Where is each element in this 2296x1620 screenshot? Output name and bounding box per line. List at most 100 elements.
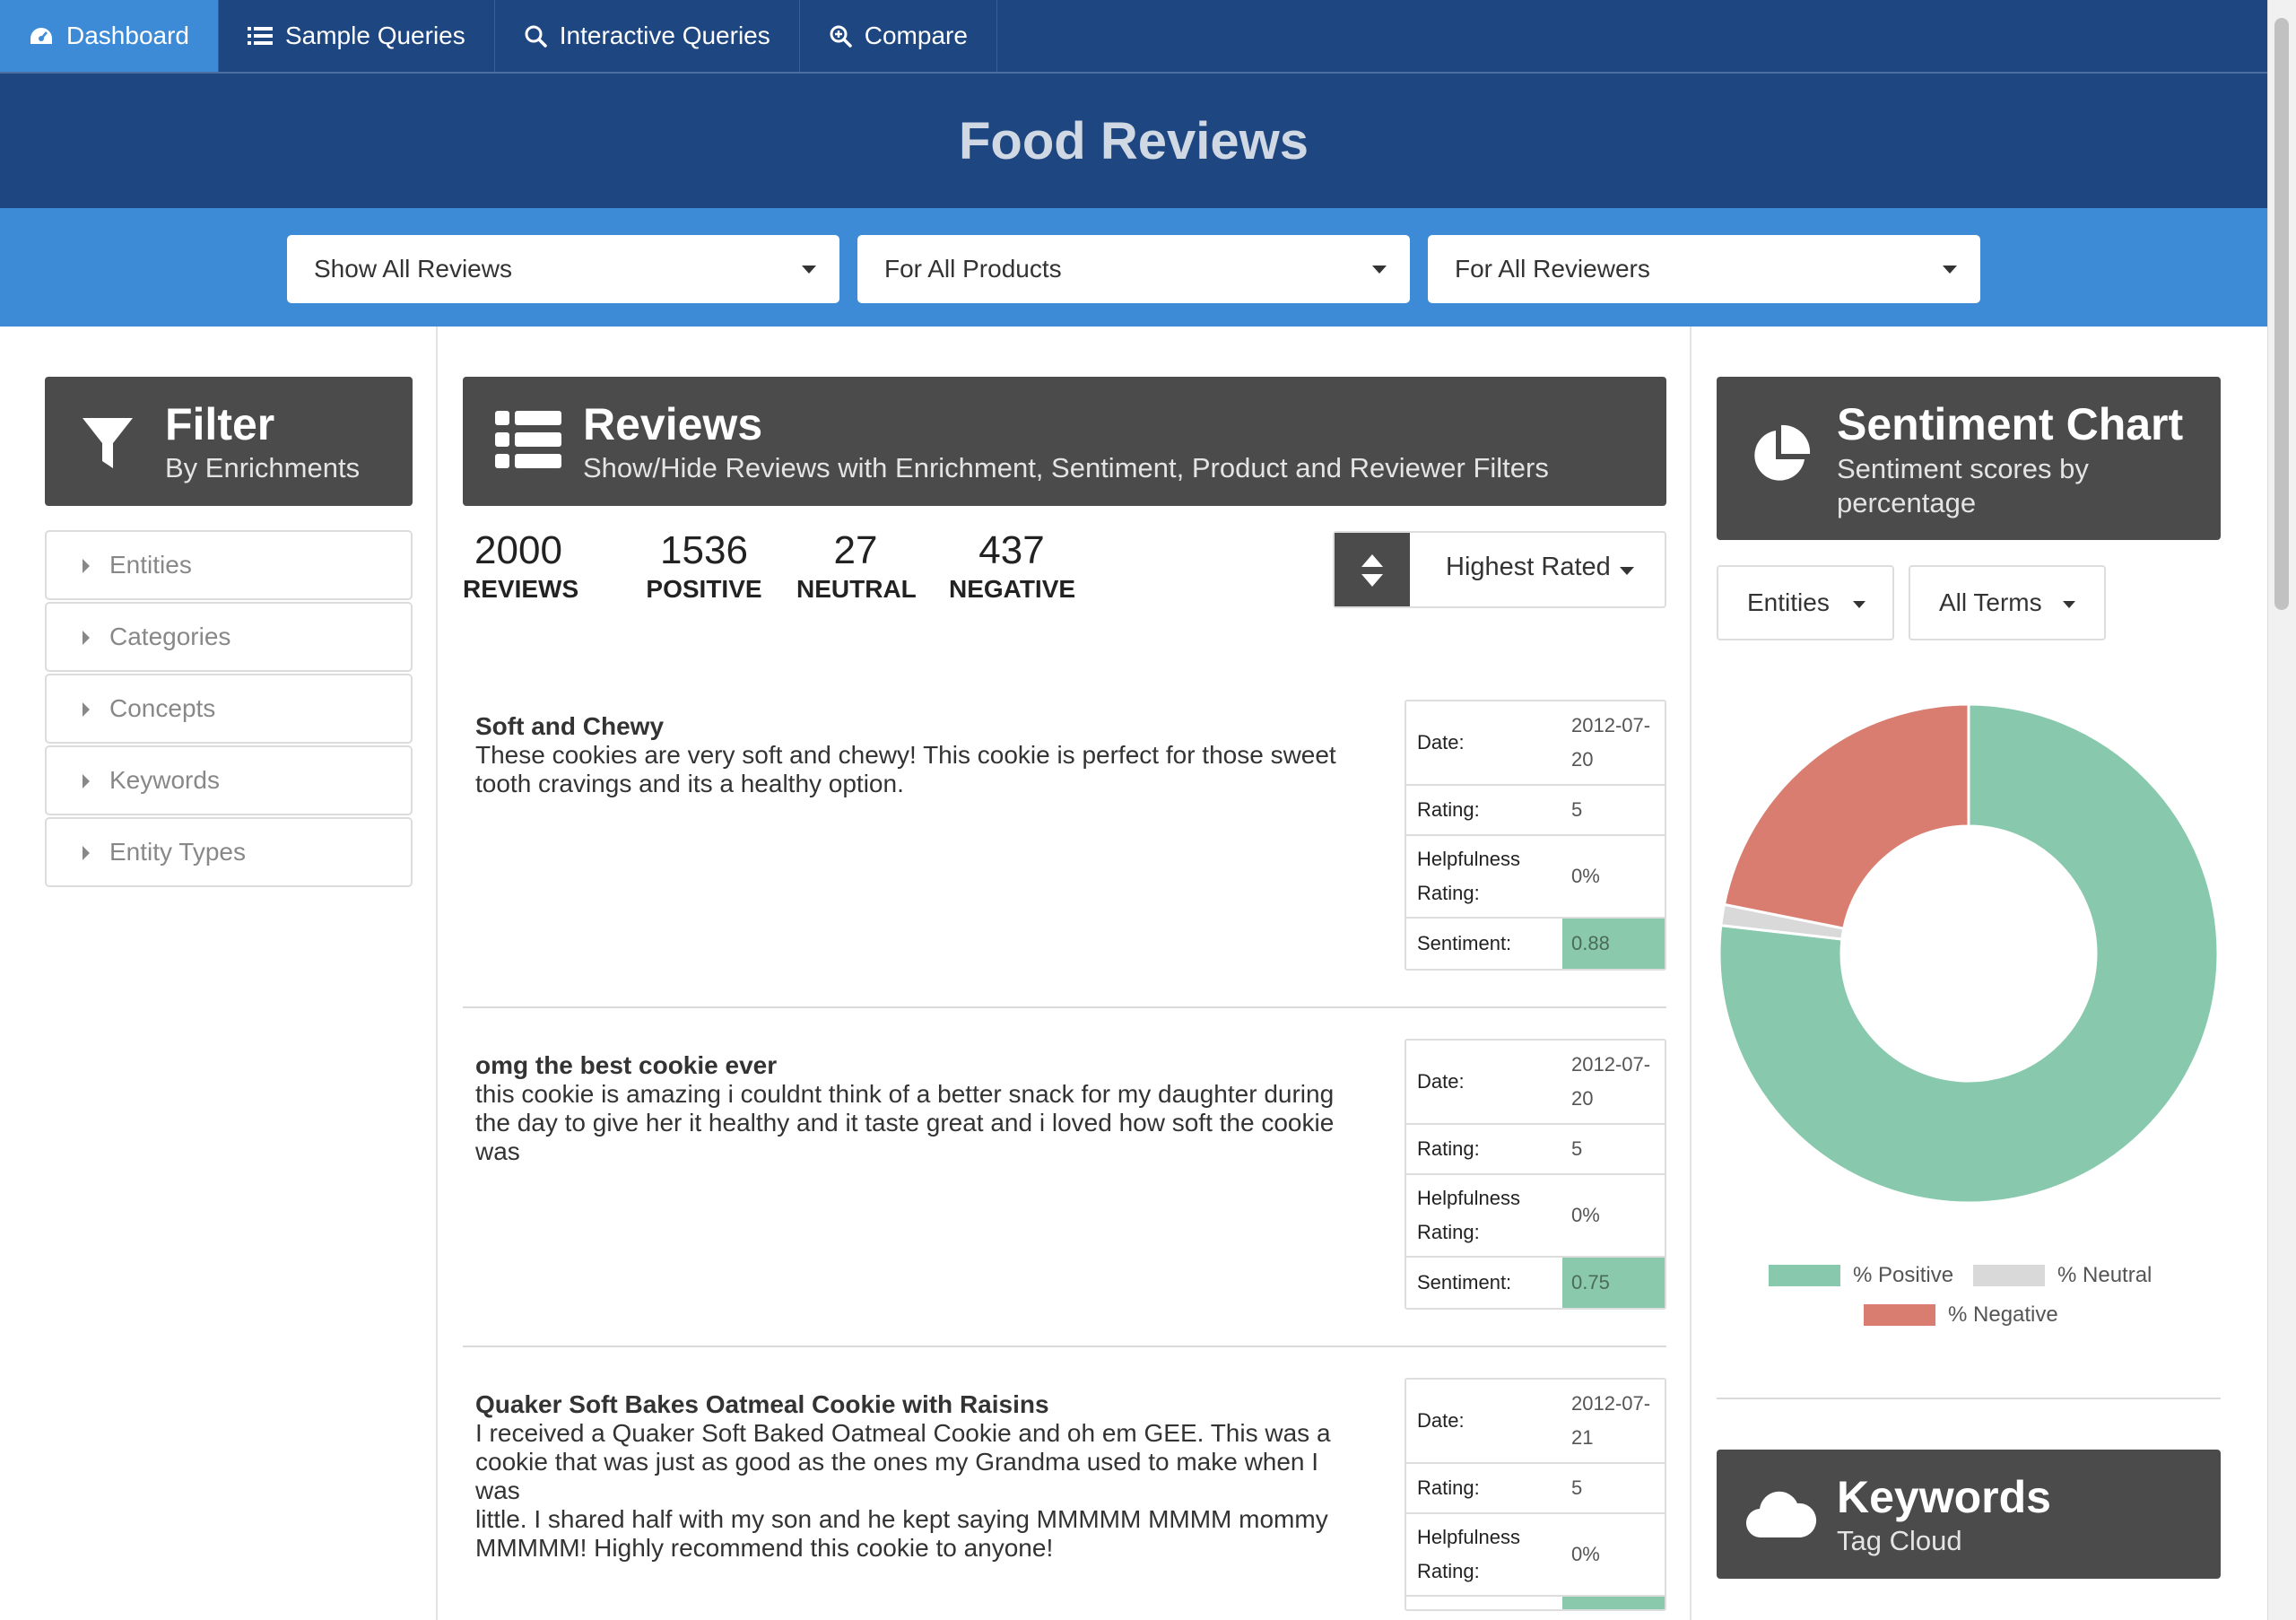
date-label: Date: [1417, 1070, 1465, 1093]
nav-dashboard-label: Dashboard [66, 22, 189, 49]
dashboard-icon [30, 28, 52, 44]
keywords-panel-header: Keywords Tag Cloud [1717, 1450, 2221, 1579]
sentiment-subtitle-line: percentage [1837, 487, 1977, 518]
accordion-label: Entities [109, 551, 192, 579]
accordion-concepts[interactable]: Concepts [45, 674, 413, 744]
zoom-search-icon [830, 25, 852, 48]
rating-value: 5 [1571, 798, 1583, 821]
keywords-panel-title: Keywords [1837, 1472, 2051, 1522]
helpfulness-label-line: Rating: [1417, 1221, 1480, 1243]
accordion-keywords[interactable]: Keywords [45, 745, 413, 815]
chevron-down-icon [1853, 601, 1866, 608]
review-meta-table: Date: 2012-07- 20 Rating: 5 Helpfulness Rati… [1405, 700, 1666, 971]
sentiment-label: Sentiment: [1406, 1597, 1562, 1609]
sentiment-label: Sentiment: [1417, 932, 1512, 954]
rating-value: 5 [1571, 1137, 1583, 1160]
legend-positive: % Positive [1769, 1263, 1953, 1288]
stat-reviews: 2000 REVIEWS [463, 527, 578, 605]
stat-label: POSITIVE [646, 575, 762, 603]
donut-slice-positive[interactable] [1718, 702, 2220, 1205]
sentiment-value [1562, 1597, 1665, 1609]
products-filter-select[interactable]: For All Products [857, 235, 1410, 303]
review-title: Quaker Soft Bakes Oatmeal Cookie with Ra… [475, 1390, 1049, 1418]
legend-label: % Negative [1948, 1302, 2058, 1327]
terms-select[interactable]: All Terms [1909, 565, 2106, 640]
review-line: MMMMM! Highly recommend this cookie to a… [475, 1534, 1054, 1562]
date-value-line: 2012-07- [1571, 714, 1651, 736]
stat-value: 1536 [660, 528, 748, 572]
sort-icon [1335, 533, 1410, 606]
review-line: cookie that was just as good as the ones… [475, 1448, 1319, 1504]
reviewers-filter-select[interactable]: For All Reviewers [1428, 235, 1980, 303]
scrollbar-thumb[interactable] [2274, 18, 2289, 610]
date-value-line: 2012-07- [1571, 1392, 1651, 1415]
sort-select[interactable]: Highest Rated [1333, 531, 1666, 608]
date-value-line: 20 [1571, 748, 1594, 771]
nav-compare[interactable]: Compare [800, 0, 997, 72]
legend-negative: % Negative [1864, 1302, 2058, 1328]
reviews-filter-select[interactable]: Show All Reviews [287, 235, 839, 303]
chevron-down-icon [802, 266, 816, 274]
sentiment-value: 0.88 [1562, 919, 1665, 969]
sentiment-value: 0.75 [1562, 1258, 1665, 1308]
nav-sample-queries[interactable]: Sample Queries [219, 0, 495, 72]
accordion-entity-types[interactable]: Entity Types [45, 817, 413, 887]
filter-panel-title: Filter [165, 399, 275, 449]
caret-right-icon [83, 559, 90, 573]
sentiment-panel-header: Sentiment Chart Sentiment scores by perc… [1717, 377, 2221, 540]
legend-swatch [1769, 1265, 1840, 1286]
caret-right-icon [83, 846, 90, 860]
sentiment-subtitle-line: Sentiment scores by [1837, 453, 2089, 484]
terms-value: All Terms [1939, 588, 2042, 616]
chevron-down-icon [1620, 567, 1634, 575]
cloud-icon [1745, 1491, 1817, 1538]
review-meta-table: Date: 2012-07- 20 Rating: 5 Helpfulness Rati… [1405, 1039, 1666, 1310]
caret-right-icon [83, 702, 90, 717]
nav-dashboard[interactable]: Dashboard [0, 0, 219, 72]
nav-interactive-queries[interactable]: Interactive Queries [495, 0, 800, 72]
helpfulness-label-line: Helpfulness [1417, 848, 1520, 870]
helpfulness-label: Helpfulness Rating: [1406, 1514, 1562, 1595]
helpfulness-label-line: Helpfulness [1417, 1187, 1520, 1209]
helpfulness-label-line: Helpfulness [1417, 1526, 1520, 1548]
helpfulness-label-line: Rating: [1417, 1560, 1480, 1582]
nav-interactive-queries-label: Interactive Queries [559, 22, 770, 49]
nav-compare-label: Compare [864, 22, 968, 49]
review-line: the day to give her it healthy and it ta… [475, 1109, 1335, 1137]
review-line: little. I shared half with my son and he… [475, 1505, 1328, 1533]
column-divider [1690, 327, 1692, 1620]
donut-slice-negative[interactable] [1722, 702, 1970, 930]
caret-right-icon [83, 631, 90, 645]
stat-value: 437 [978, 528, 1045, 572]
chevron-down-icon [1943, 266, 1957, 274]
date-value: 2012-07- 21 [1562, 1380, 1665, 1462]
helpfulness-label-line: Rating: [1417, 882, 1480, 904]
review-title: omg the best cookie ever [475, 1051, 778, 1079]
date-value: 2012-07- 20 [1562, 1041, 1665, 1123]
review-title: Soft and Chewy [475, 712, 665, 740]
page-title: Food Reviews [959, 111, 1309, 170]
sentiment-panel-subtitle: Sentiment scores by percentage [1837, 452, 2089, 520]
accordion-label: Entity Types [109, 838, 247, 866]
helpfulness-value: 0% [1571, 865, 1600, 887]
review-divider [463, 1346, 1666, 1347]
nav-sample-queries-label: Sample Queries [284, 22, 465, 49]
accordion-categories[interactable]: Categories [45, 602, 413, 672]
review-line: this cookie is amazing i couldnt think o… [475, 1080, 1335, 1108]
review-body: I received a Quaker Soft Baked Oatmeal C… [475, 1419, 1336, 1563]
entity-type-value: Entities [1747, 588, 1830, 616]
entity-type-select[interactable]: Entities [1717, 565, 1894, 640]
stat-value: 27 [833, 528, 878, 572]
filter-panel-subtitle: By Enrichments [165, 452, 361, 483]
stat-neutral: 27 NEUTRAL [796, 527, 917, 605]
funnel-icon [83, 418, 133, 468]
rating-label: Rating: [1417, 798, 1480, 821]
title-bar: Food Reviews [0, 74, 2267, 208]
helpfulness-value: 0% [1571, 1204, 1600, 1226]
list-icon [247, 27, 273, 45]
search-icon [525, 25, 547, 48]
review-line: These cookies are very soft and chewy! T… [475, 741, 1336, 769]
sort-value: Highest Rated [1446, 553, 1611, 581]
sentiment-panel-title: Sentiment Chart [1837, 399, 2184, 449]
accordion-entities[interactable]: Entities [45, 530, 413, 600]
